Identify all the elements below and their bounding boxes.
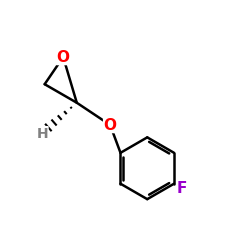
Text: H: H xyxy=(36,127,48,141)
Text: O: O xyxy=(104,118,117,132)
Text: O: O xyxy=(57,50,70,64)
Text: F: F xyxy=(177,181,187,196)
